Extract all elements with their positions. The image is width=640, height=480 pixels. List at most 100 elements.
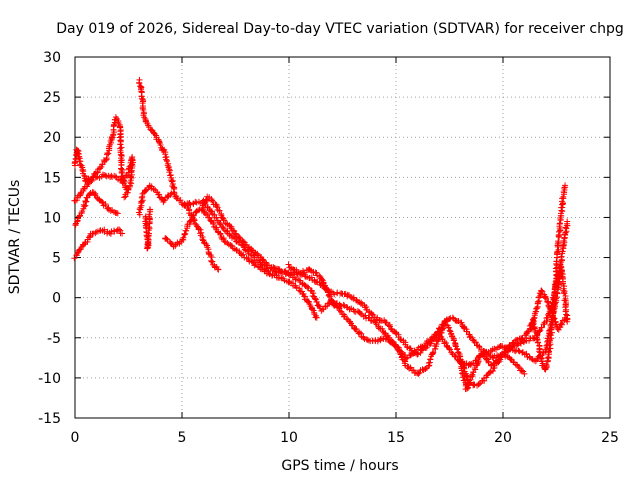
- data-point: [313, 314, 320, 321]
- series-track-3: [72, 189, 121, 229]
- series-track-2: [71, 154, 137, 204]
- data-point: [343, 315, 350, 322]
- data-point: [75, 249, 82, 256]
- data-point: [216, 207, 223, 214]
- data-point: [400, 357, 407, 364]
- data-point: [77, 161, 84, 168]
- data-point: [494, 344, 501, 351]
- data-point: [393, 343, 400, 350]
- data-point: [557, 220, 564, 227]
- data-point: [443, 340, 450, 347]
- y-tick-label: 20: [43, 130, 61, 146]
- data-point: [552, 322, 559, 329]
- data-point: [312, 269, 319, 276]
- data-point: [136, 80, 143, 87]
- data-point: [561, 297, 568, 304]
- data-point: [429, 350, 436, 357]
- data-point: [156, 191, 163, 198]
- data-point: [124, 172, 131, 179]
- data-point: [107, 207, 114, 214]
- data-point: [105, 150, 112, 157]
- axis-ticks: [74, 56, 611, 419]
- data-point: [551, 315, 558, 322]
- data-point: [564, 218, 571, 225]
- data-point: [555, 246, 562, 253]
- data-point: [563, 311, 570, 318]
- data-point: [107, 137, 114, 144]
- data-point: [231, 235, 238, 242]
- data-point: [422, 365, 429, 372]
- data-point: [305, 284, 312, 291]
- data-point: [459, 370, 466, 377]
- data-point: [368, 311, 375, 318]
- series-track-12: [457, 350, 528, 393]
- data-point: [515, 363, 522, 370]
- data-point: [187, 201, 194, 208]
- data-point: [415, 370, 422, 377]
- data-point: [560, 289, 567, 296]
- data-point: [542, 295, 549, 302]
- y-tick-label: 0: [52, 291, 61, 307]
- data-point: [216, 219, 223, 226]
- data-point: [538, 324, 545, 331]
- data-point: [163, 158, 170, 165]
- data-point: [251, 262, 258, 269]
- data-point: [357, 310, 364, 317]
- data-point: [446, 346, 453, 353]
- data-point: [329, 299, 336, 306]
- data-point: [312, 296, 319, 303]
- data-point: [104, 205, 111, 212]
- data-point: [101, 172, 108, 179]
- data-point: [296, 287, 303, 294]
- data-point: [221, 227, 228, 234]
- y-tick-label: 15: [43, 170, 61, 186]
- data-point: [358, 299, 365, 306]
- data-point: [391, 342, 398, 349]
- data-point: [457, 360, 464, 367]
- data-point: [313, 298, 320, 305]
- data-point: [118, 165, 125, 172]
- data-point: [99, 199, 106, 206]
- data-point: [446, 346, 453, 353]
- data-point: [562, 314, 569, 321]
- data-point: [548, 335, 555, 342]
- data-point: [318, 276, 325, 283]
- data-point: [491, 345, 498, 352]
- data-point: [446, 327, 453, 334]
- x-tick-label: 25: [601, 430, 619, 446]
- data-point: [543, 361, 550, 368]
- data-point: [145, 223, 152, 230]
- data-point: [432, 345, 439, 352]
- data-point: [207, 217, 214, 224]
- data-point: [562, 231, 569, 238]
- x-tick-label: 0: [71, 430, 80, 446]
- data-point: [122, 193, 129, 200]
- data-point: [516, 348, 523, 355]
- data-point: [163, 235, 170, 242]
- data-point: [306, 267, 313, 274]
- data-point: [545, 348, 552, 355]
- data-point: [317, 305, 324, 312]
- data-point: [168, 190, 175, 197]
- series-track-13: [527, 287, 569, 333]
- data-point: [442, 318, 449, 325]
- chart-title: Day 019 of 2026, Sidereal Day-to-day VTE…: [56, 21, 624, 37]
- data-point: [474, 359, 481, 366]
- data-point: [324, 286, 331, 293]
- y-tick-label: 10: [43, 210, 61, 226]
- data-point: [221, 238, 228, 245]
- data-point: [502, 346, 509, 353]
- data-point: [548, 325, 555, 332]
- data-point: [209, 258, 216, 265]
- data-point: [518, 336, 525, 343]
- data-point: [157, 142, 164, 149]
- data-point: [82, 197, 89, 204]
- grid: [75, 57, 610, 418]
- data-point: [334, 289, 341, 296]
- data-point: [213, 203, 220, 210]
- data-point: [447, 315, 454, 322]
- data-point: [561, 184, 568, 191]
- data-point: [213, 214, 220, 221]
- data-point: [233, 238, 240, 245]
